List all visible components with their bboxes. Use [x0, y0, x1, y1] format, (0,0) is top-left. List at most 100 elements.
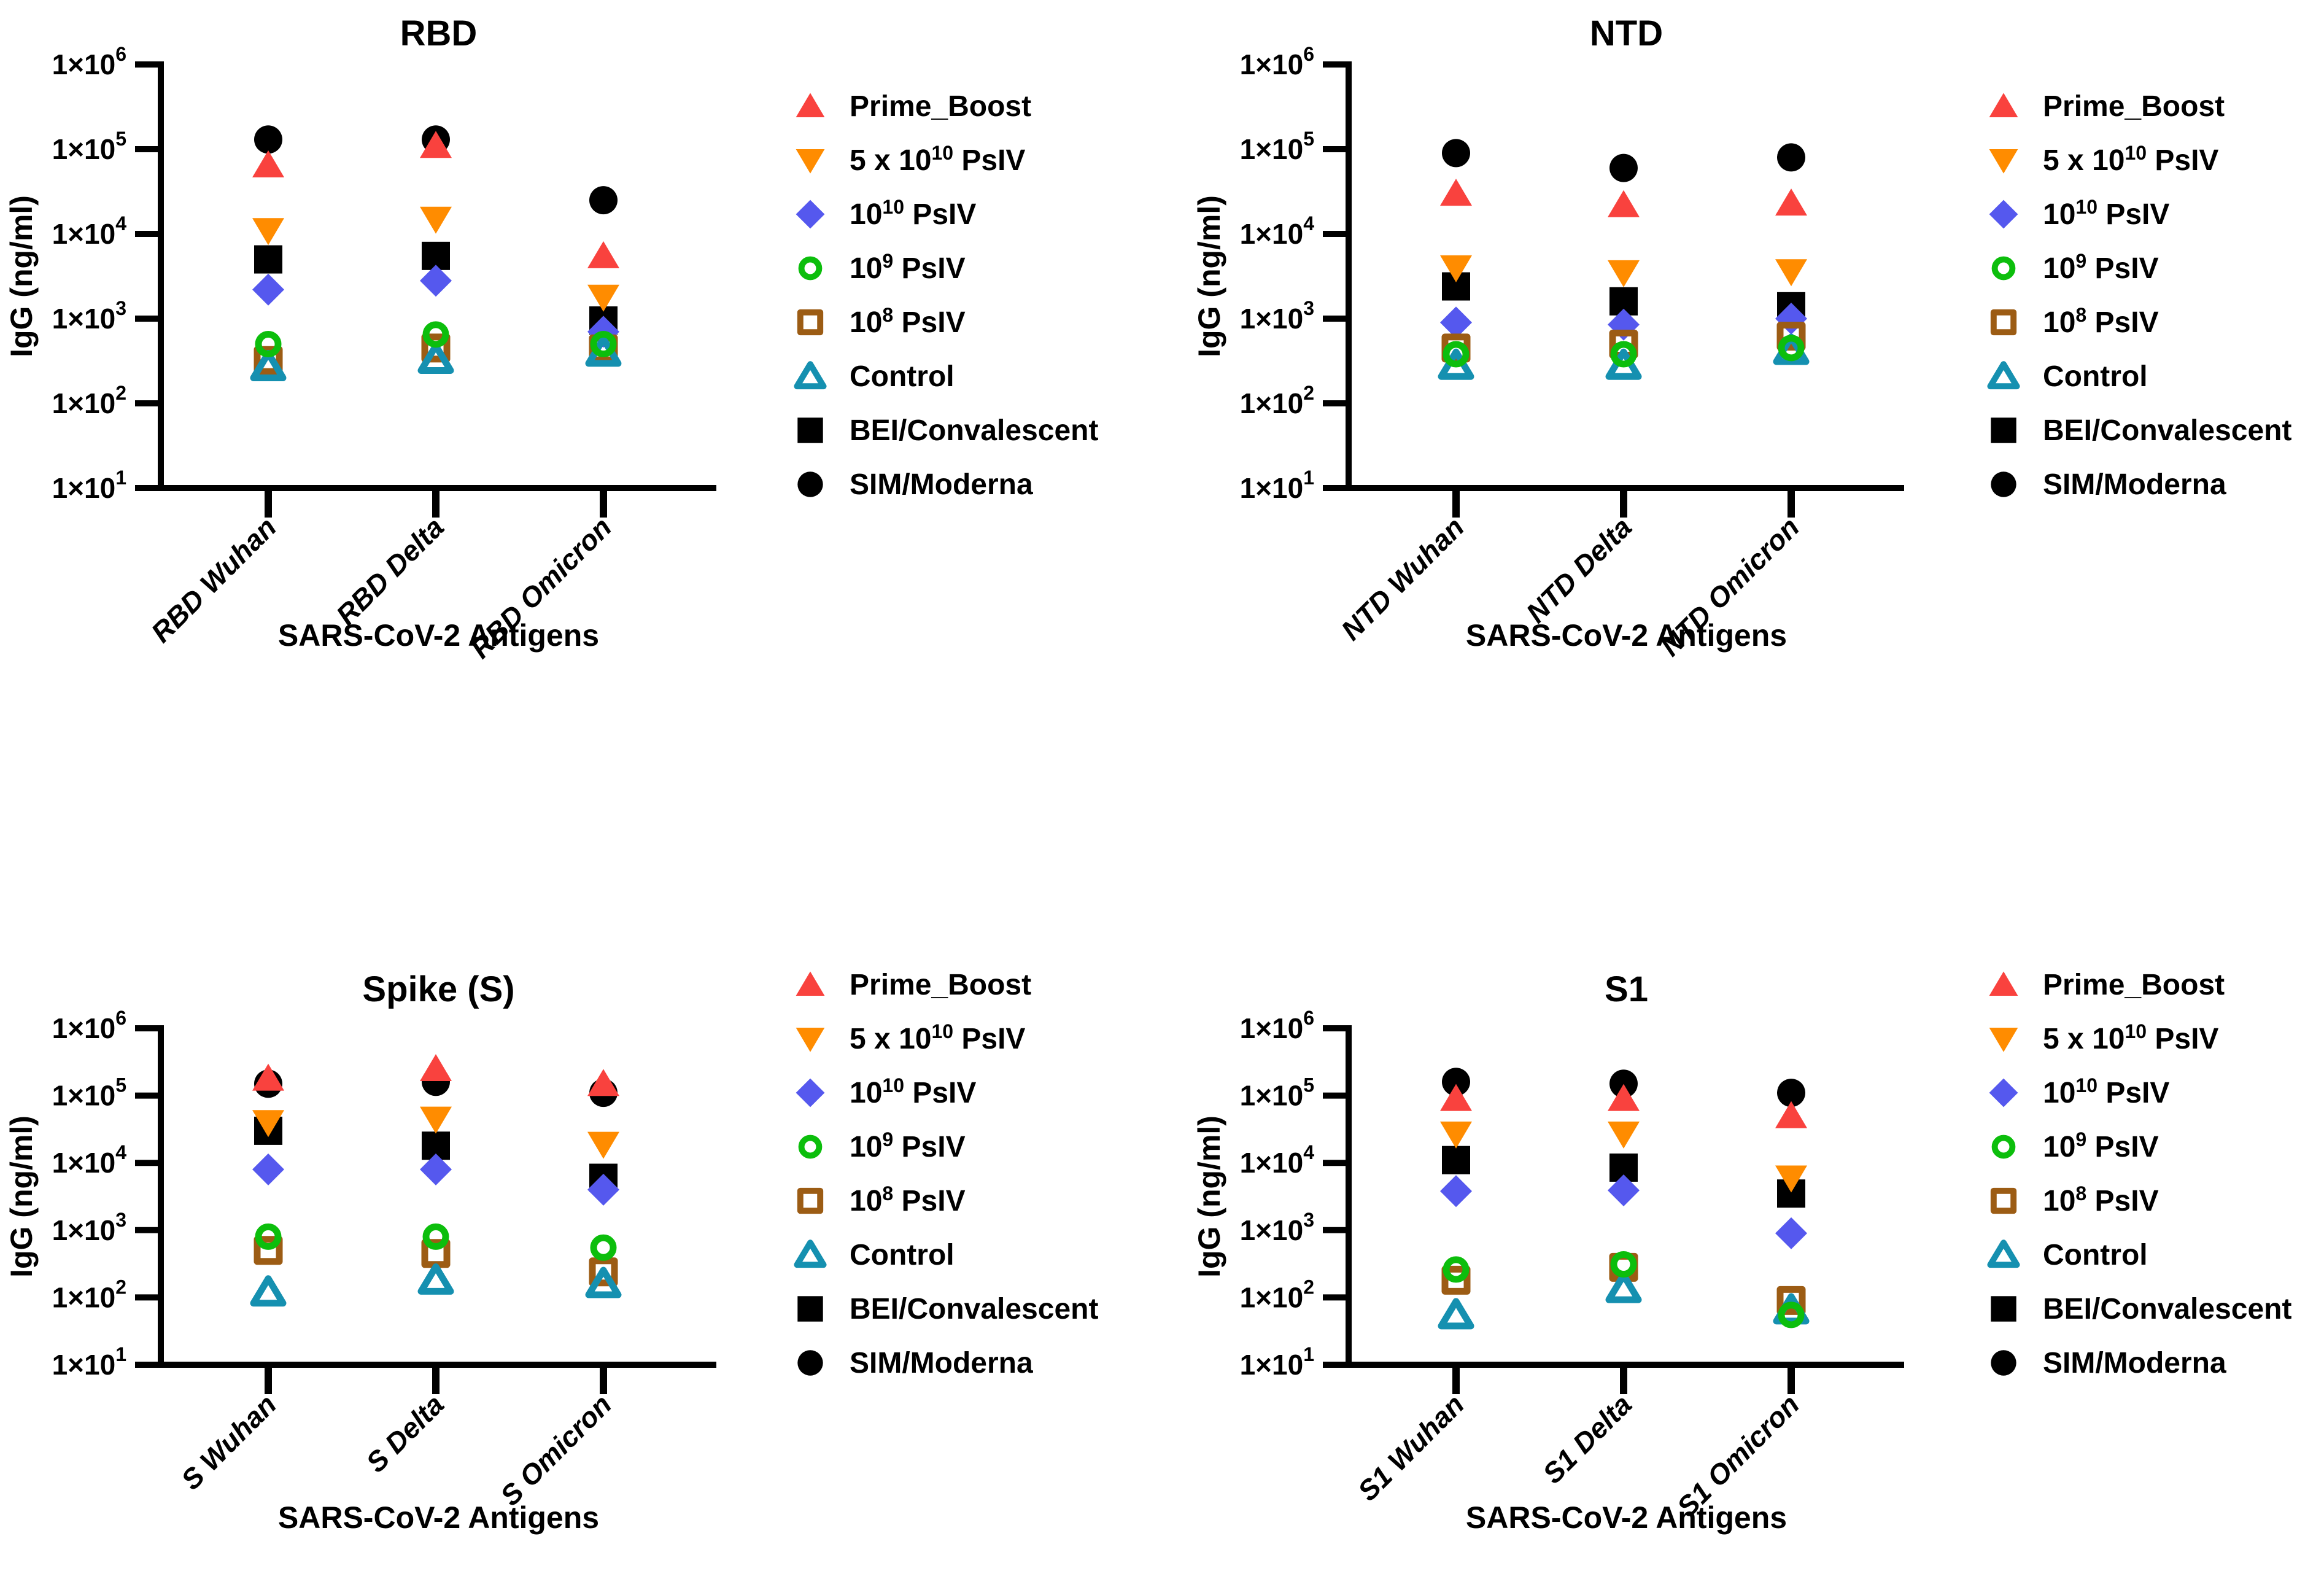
x-tick-label: NTD Delta: [1520, 511, 1638, 629]
x-tick-label: RBD Delta: [330, 511, 450, 631]
point-prime-boost-ntd-omicron: [1775, 188, 1807, 216]
x-tick-label: S Wuhan: [175, 1388, 282, 1495]
legend-item-control: Control: [1986, 1228, 2291, 1282]
point-control-s-wuhan: [250, 1275, 287, 1307]
bei-convalescent-legend-icon: [793, 413, 827, 448]
x-tick-label: S Delta: [360, 1388, 450, 1478]
sim-moderna-legend-icon: [1986, 1346, 2021, 1380]
point-sim-moderna-s1-omicron: [1777, 1079, 1805, 1107]
legend-item-label: 1010 PsIV: [850, 195, 977, 231]
point-10-10-psiv-s-wuhan: [252, 1153, 284, 1185]
legend-item-10-8-psiv: 108 PsIV: [793, 295, 1098, 349]
legend-item-5-x-10-10-psiv: 5 x 1010 PsIV: [1986, 1012, 2291, 1066]
panel-spike: 1×106 1×105 1×104 1×103 1×102 1×101 S Wuhan S D…: [4, 969, 716, 1535]
10-9-psiv-marker: [1991, 256, 2016, 281]
10-8-psiv-marker: [1990, 309, 2017, 336]
point-5-x-10-10-psiv-s1-omicron: [1775, 1165, 1807, 1193]
y-tick-label: 1×101: [52, 1343, 126, 1381]
10-8-psiv-legend-icon: [1986, 305, 2021, 339]
sim-moderna-marker: [797, 1350, 823, 1376]
legend-item-10-9-psiv: 109 PsIV: [793, 1120, 1098, 1174]
10-8-psiv-marker: [797, 1187, 824, 1214]
legend-item-label: BEI/Convalescent: [2043, 1292, 2292, 1325]
control-legend-icon: [1986, 359, 2021, 394]
legend-item-prime-boost: Prime_Boost: [1986, 958, 2291, 1012]
10-9-psiv-legend-icon: [1986, 1130, 2021, 1164]
point-10-9-psiv-s-wuhan: [255, 1223, 282, 1250]
legend-item-label: 109 PsIV: [850, 1128, 966, 1163]
legend-item-10-9-psiv: 109 PsIV: [793, 241, 1098, 295]
y-tick-label: 1×106: [52, 1007, 126, 1044]
y-tick-label: 1×102: [52, 1276, 126, 1313]
point-10-8-psiv-rbd-delta: [421, 333, 451, 363]
point-prime-boost-s-wuhan: [252, 1063, 284, 1091]
10-9-psiv-marker: [798, 256, 823, 281]
point-10-10-psiv-rbd-wuhan: [252, 273, 284, 306]
point-bei-convalescent-s1-wuhan: [1442, 1146, 1470, 1174]
x-tick-label: S1 Delta: [1536, 1388, 1638, 1489]
legend-item-control: Control: [793, 1228, 1098, 1282]
control-marker: [1987, 361, 2020, 390]
legend-item-label: 109 PsIV: [2043, 1128, 2159, 1163]
x-axis-label: SARS-CoV-2 Antigens: [278, 1500, 599, 1535]
x-tick-label: NTD Wuhan: [1335, 511, 1470, 646]
10-8-psiv-legend-icon: [793, 305, 827, 339]
y-tick-label: 1×103: [1240, 297, 1314, 335]
10-8-psiv-legend-icon: [1986, 1184, 2021, 1218]
panel-title: Spike (S): [362, 969, 514, 1009]
point-10-9-psiv-s-delta: [422, 1223, 449, 1250]
legend-item-label: 1010 PsIV: [850, 1074, 977, 1109]
x-axis-label: SARS-CoV-2 Antigens: [278, 618, 599, 653]
bei-convalescent-marker: [797, 417, 823, 443]
y-tick-label: 1×103: [1240, 1209, 1314, 1246]
bei-convalescent-legend-icon: [1986, 413, 2021, 448]
10-10-psiv-marker: [1989, 200, 2018, 229]
control-legend-icon: [793, 359, 827, 394]
legend-item-label: Prime_Boost: [850, 968, 1032, 1001]
legend-item-10-9-psiv: 109 PsIV: [1986, 241, 2291, 295]
point-10-10-psiv-ntd-wuhan: [1440, 306, 1472, 339]
5-x-10-10-psiv-legend-icon: [793, 1022, 827, 1056]
point-5-x-10-10-psiv-s-wuhan: [252, 1110, 284, 1138]
legend-item-label: Control: [850, 1238, 955, 1271]
panel-rbd: 1×106 1×105 1×104 1×103 1×102 1×101 RBD Wuhan R…: [4, 14, 716, 664]
5-x-10-10-psiv-marker: [796, 149, 825, 174]
prime-boost-marker: [1989, 93, 2018, 117]
point-sim-moderna-rbd-omicron: [589, 186, 618, 215]
10-8-psiv-legend-icon: [793, 1184, 827, 1218]
5-x-10-10-psiv-legend-icon: [793, 143, 827, 177]
point-10-9-psiv-ntd-wuhan: [1443, 341, 1470, 368]
legend-item-label: 108 PsIV: [850, 1182, 966, 1217]
sim-moderna-marker: [1991, 1350, 2016, 1376]
y-axis-label: IgG (ng/ml): [1192, 195, 1226, 357]
point-5-x-10-10-psiv-ntd-omicron: [1775, 259, 1807, 287]
legend-item-10-10-psiv: 1010 PsIV: [1986, 187, 2291, 241]
5-x-10-10-psiv-marker: [796, 1028, 825, 1052]
10-10-psiv-legend-icon: [1986, 197, 2021, 231]
point-10-9-psiv-rbd-delta: [422, 321, 449, 348]
legend-item-10-10-psiv: 1010 PsIV: [1986, 1066, 2291, 1120]
point-10-10-psiv-rbd-delta: [420, 265, 452, 297]
control-marker: [794, 361, 827, 390]
10-9-psiv-legend-icon: [1986, 251, 2021, 285]
panel-title: RBD: [400, 14, 478, 53]
10-8-psiv-marker: [797, 309, 824, 336]
y-tick-label: 1×104: [1240, 212, 1315, 250]
10-9-psiv-legend-icon: [793, 251, 827, 285]
legend-item-10-8-psiv: 108 PsIV: [1986, 1174, 2291, 1228]
x-axis-label: SARS-CoV-2 Antigens: [1466, 1500, 1787, 1535]
legend-item-label: 1010 PsIV: [2043, 1074, 2170, 1109]
10-10-psiv-marker: [796, 200, 825, 229]
bei-convalescent-legend-icon: [793, 1292, 827, 1326]
point-10-8-psiv-s1-omicron: [1776, 1286, 1806, 1315]
y-axis-label: IgG (ng/ml): [1192, 1115, 1226, 1278]
legend-item-label: Prime_Boost: [850, 90, 1032, 123]
point-control-s1-delta: [1605, 1271, 1642, 1303]
legend-item-10-10-psiv: 1010 PsIV: [793, 1066, 1098, 1120]
x-tick-label: S Omicron: [494, 1388, 618, 1511]
legend-item-label: SIM/Moderna: [850, 1346, 1033, 1379]
legend-ntd: Prime_Boost 5 x 1010 PsIV 1010 PsIV 109 PsI…: [1986, 79, 2291, 511]
point-prime-boost-rbd-omicron: [587, 241, 619, 268]
control-legend-icon: [793, 1238, 827, 1272]
point-prime-boost-ntd-wuhan: [1440, 179, 1472, 206]
